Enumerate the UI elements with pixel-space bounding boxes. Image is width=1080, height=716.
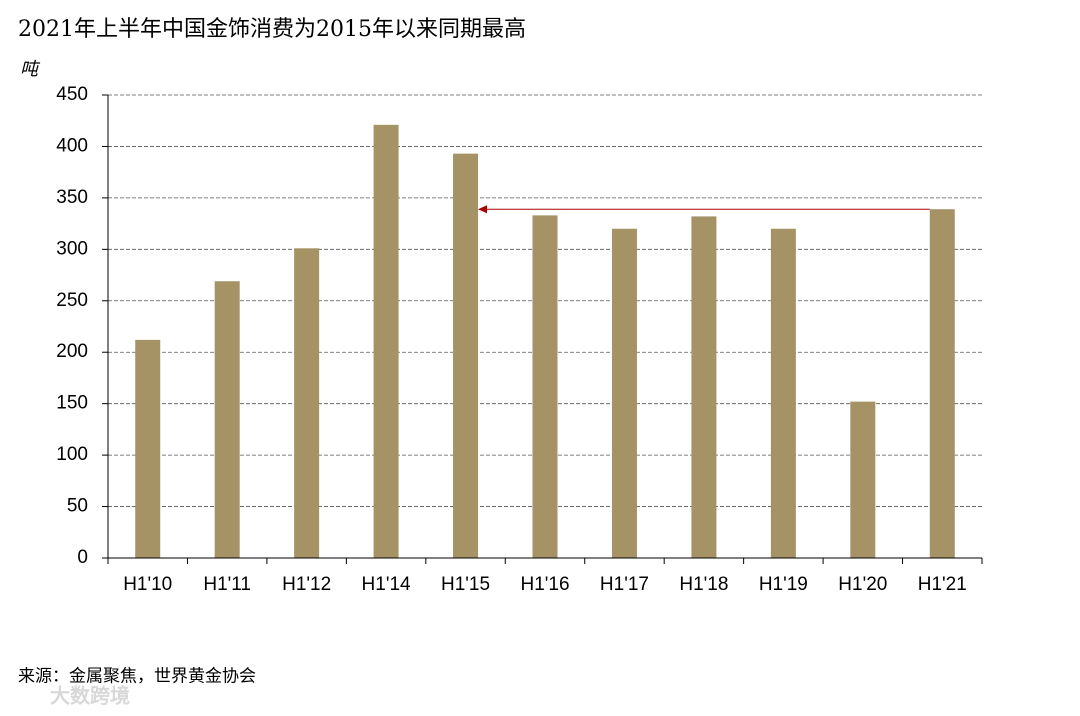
bar bbox=[850, 401, 876, 558]
bar bbox=[453, 153, 479, 558]
bar bbox=[214, 281, 240, 558]
arrow-head bbox=[478, 205, 488, 214]
bar bbox=[373, 124, 399, 559]
x-tick-label: H1'20 bbox=[838, 574, 887, 595]
bar bbox=[770, 228, 796, 558]
y-tick-label: 450 bbox=[56, 84, 88, 105]
x-tick-label: H1'11 bbox=[203, 574, 251, 595]
bar bbox=[294, 248, 320, 558]
y-tick-label: 200 bbox=[56, 341, 88, 362]
y-tick-label: 150 bbox=[56, 393, 88, 414]
bar bbox=[532, 215, 558, 558]
y-tick-label: 100 bbox=[56, 444, 88, 465]
x-tick-label: H1'14 bbox=[362, 574, 411, 595]
y-tick-label: 400 bbox=[56, 135, 88, 156]
bar bbox=[611, 228, 637, 558]
bar bbox=[929, 209, 955, 558]
y-tick-label: 0 bbox=[77, 547, 88, 568]
x-tick-label: H1'21 bbox=[918, 574, 967, 595]
watermark: 大数跨境 bbox=[50, 683, 130, 707]
bar bbox=[691, 216, 717, 559]
y-tick-label: 250 bbox=[56, 290, 88, 311]
source: 来源：金属聚焦，世界黄金协会 bbox=[18, 667, 256, 687]
x-tick-label: H1'16 bbox=[520, 574, 569, 595]
chart-title: 2021年上半年中国金饰消费为2015年以来同期最高 bbox=[18, 17, 526, 42]
bar bbox=[135, 339, 161, 558]
x-tick-label: H1'18 bbox=[679, 574, 728, 595]
x-tick-label: H1'19 bbox=[759, 574, 808, 595]
x-tick-label: H1'12 bbox=[282, 574, 331, 595]
y-tick-label: 350 bbox=[56, 187, 88, 208]
y-tick-label: 300 bbox=[56, 238, 88, 259]
x-tick-label: H1'15 bbox=[441, 574, 490, 595]
y-axis-label: 吨 bbox=[20, 59, 41, 80]
x-tick-label: H1'17 bbox=[600, 574, 649, 595]
x-tick-label: H1'10 bbox=[123, 574, 172, 595]
y-tick-label: 50 bbox=[67, 496, 88, 517]
